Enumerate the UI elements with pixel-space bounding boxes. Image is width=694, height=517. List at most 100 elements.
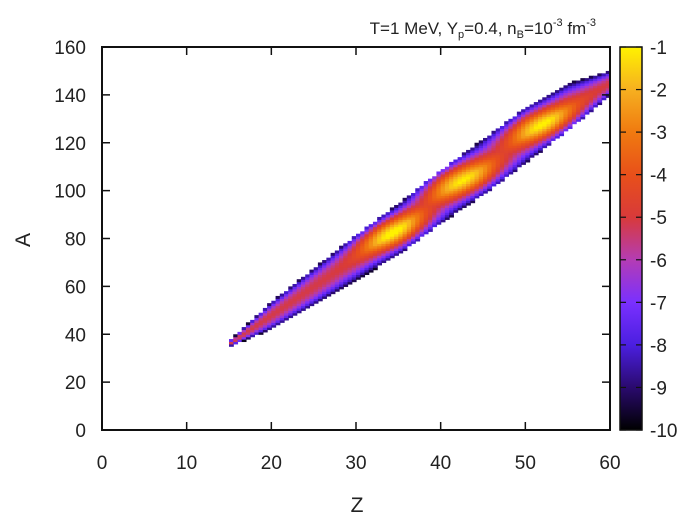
heatmap-cell xyxy=(444,204,450,208)
heatmap-cell xyxy=(385,212,391,216)
heatmap-cell xyxy=(554,111,560,115)
heatmap-cell xyxy=(305,283,311,287)
heatmap-cell xyxy=(368,238,374,242)
colorbar-tick-label: -2 xyxy=(650,81,667,102)
heatmap-cell xyxy=(368,243,374,247)
heatmap-cell xyxy=(271,310,277,314)
y-tick-label: 160 xyxy=(54,38,86,59)
heatmap-cell xyxy=(550,99,556,103)
heatmap-cell xyxy=(389,248,395,252)
heatmap-cell xyxy=(394,233,399,237)
heatmap-cell xyxy=(381,245,387,249)
heatmap-cell xyxy=(453,197,459,201)
heatmap-cell xyxy=(402,226,408,230)
heatmap-cell xyxy=(411,238,416,242)
heatmap-cell xyxy=(317,295,323,299)
heatmap-cell xyxy=(381,257,387,261)
heatmap-cell xyxy=(546,118,552,122)
heatmap-cell xyxy=(554,94,560,98)
heatmap-cell xyxy=(372,250,378,254)
heatmap-cell xyxy=(339,276,344,280)
heatmap-cell xyxy=(406,228,412,232)
heatmap-cell xyxy=(474,154,480,158)
heatmap-cell xyxy=(563,128,569,132)
heatmap-cell xyxy=(487,137,493,141)
heatmap-cell xyxy=(542,102,548,106)
heatmap-cell xyxy=(284,298,289,302)
heatmap-cell xyxy=(521,154,526,158)
heatmap-cell xyxy=(470,159,476,163)
heatmap-cell xyxy=(372,224,378,228)
heatmap-cell xyxy=(267,319,272,323)
heatmap-cell xyxy=(508,154,514,158)
heatmap-cell xyxy=(406,197,412,201)
heatmap-cell xyxy=(300,281,306,285)
heatmap-cell xyxy=(334,272,340,275)
heatmap-cell xyxy=(440,197,446,201)
heatmap-cell xyxy=(516,114,522,118)
heatmap-cell xyxy=(444,190,450,194)
heatmap-cell xyxy=(279,303,285,307)
heatmap-cell xyxy=(309,298,315,302)
heatmap-cell xyxy=(483,159,488,163)
heatmap-cell xyxy=(317,267,323,271)
heatmap-cell xyxy=(525,116,531,120)
colorbar-tick-label: -8 xyxy=(650,336,667,357)
heatmap-cell xyxy=(377,226,382,230)
heatmap-cell xyxy=(495,135,501,139)
heatmap-cell xyxy=(449,173,454,177)
heatmap-cell xyxy=(546,125,552,129)
heatmap-cell xyxy=(483,140,488,144)
heatmap-cell xyxy=(368,260,374,264)
heatmap-cell xyxy=(499,173,505,177)
heatmap-cell xyxy=(398,240,404,244)
heatmap-cell xyxy=(466,185,471,189)
heatmap-cell xyxy=(453,159,459,163)
heatmap-cell xyxy=(478,178,484,182)
heatmap-cell xyxy=(529,125,535,129)
heatmap-cell xyxy=(440,171,446,175)
heatmap-cell xyxy=(461,176,467,180)
heatmap-cell xyxy=(601,80,607,84)
heatmap-cell xyxy=(563,94,569,98)
heatmap-cell xyxy=(432,209,438,213)
heatmap-cell xyxy=(576,90,581,94)
heatmap-cell xyxy=(563,97,569,101)
heatmap-cell xyxy=(389,207,395,211)
heatmap-cell xyxy=(402,214,408,218)
heatmap-cell xyxy=(487,140,493,144)
heatmap-cell xyxy=(245,329,251,333)
heatmap-cell xyxy=(508,125,514,129)
heatmap-cell xyxy=(339,267,344,271)
heatmap-cell xyxy=(512,154,518,158)
heatmap-cell xyxy=(461,190,467,194)
heatmap-cell xyxy=(499,133,505,137)
heatmap-cell xyxy=(516,145,522,149)
heatmap-cell xyxy=(233,336,239,340)
heatmap-cell xyxy=(466,157,471,161)
heatmap-cell xyxy=(313,300,319,304)
heatmap-cell xyxy=(326,269,332,273)
heatmap-cell xyxy=(343,245,349,249)
heatmap-cell xyxy=(436,188,442,192)
heatmap-cell xyxy=(449,176,454,180)
y-axis-title: A xyxy=(12,233,35,247)
heatmap-cell xyxy=(275,300,281,304)
heatmap-cell xyxy=(563,104,569,108)
heatmap-cell xyxy=(470,161,476,165)
heatmap-cell xyxy=(419,221,425,225)
heatmap-cell xyxy=(499,159,505,163)
heatmap-cell xyxy=(525,135,531,139)
heatmap-cell xyxy=(571,106,577,110)
heatmap-cell xyxy=(372,233,378,237)
heatmap-cell xyxy=(296,293,302,297)
heatmap-cell xyxy=(542,114,548,118)
heatmap-cell xyxy=(504,149,509,153)
heatmap-cell xyxy=(538,99,543,103)
heatmap-cell xyxy=(275,310,281,314)
heatmap-cell xyxy=(504,142,509,146)
heatmap-cell xyxy=(491,157,497,161)
heatmap-cell xyxy=(466,161,471,165)
heatmap-cell xyxy=(427,183,433,187)
heatmap-cell xyxy=(597,85,603,89)
